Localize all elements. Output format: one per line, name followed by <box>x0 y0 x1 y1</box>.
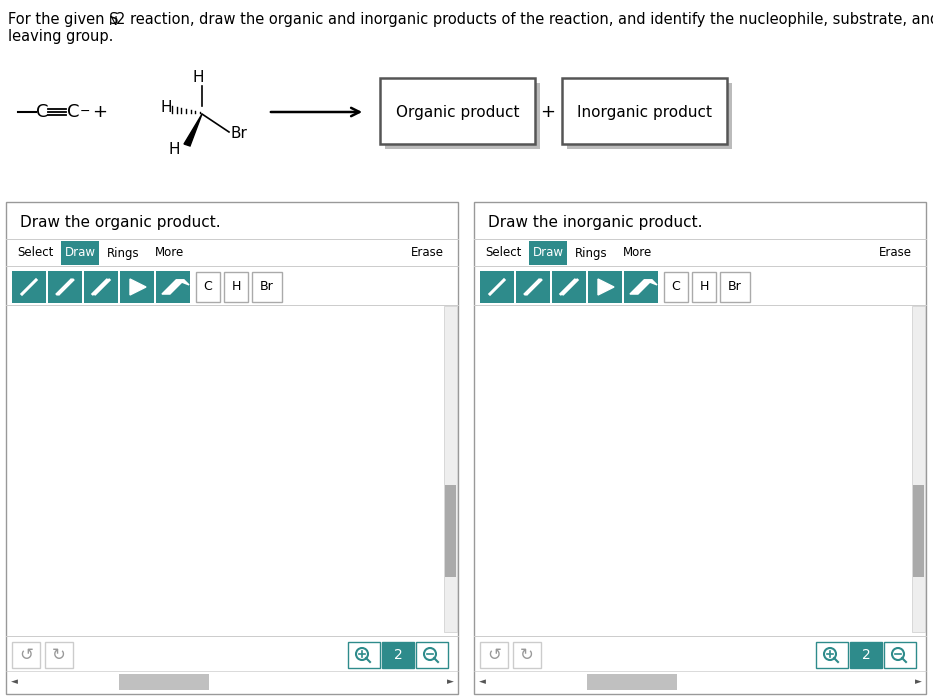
Bar <box>380 78 535 144</box>
Bar <box>156 271 190 303</box>
Text: More: More <box>623 247 652 259</box>
Bar <box>416 642 448 668</box>
Text: ↺: ↺ <box>487 646 501 664</box>
Bar <box>84 271 118 303</box>
Text: Br: Br <box>260 280 274 294</box>
Text: H: H <box>231 280 241 294</box>
Text: C: C <box>203 280 213 294</box>
Text: ►: ► <box>447 677 453 686</box>
Bar <box>120 271 154 303</box>
Text: ◄: ◄ <box>479 677 485 686</box>
Text: 2 reaction, draw the organic and inorganic products of the reaction, and identif: 2 reaction, draw the organic and inorgan… <box>116 12 933 27</box>
Text: Draw: Draw <box>533 247 564 259</box>
Text: Erase: Erase <box>879 247 912 259</box>
Text: H: H <box>192 69 203 85</box>
Text: Draw the organic product.: Draw the organic product. <box>20 215 220 229</box>
Bar <box>445 485 456 577</box>
Text: Select: Select <box>485 247 522 259</box>
Text: H: H <box>700 280 709 294</box>
Bar <box>480 271 514 303</box>
Bar <box>48 271 82 303</box>
Text: Rings: Rings <box>575 247 607 259</box>
Bar <box>385 83 540 149</box>
Text: ►: ► <box>914 677 922 686</box>
Text: Br: Br <box>728 280 742 294</box>
Bar <box>513 642 541 668</box>
Text: Draw the inorganic product.: Draw the inorganic product. <box>488 215 703 229</box>
Text: For the given S: For the given S <box>8 12 118 27</box>
Bar <box>12 271 46 303</box>
Bar <box>348 642 380 668</box>
Bar <box>692 272 716 302</box>
Text: 2: 2 <box>861 648 870 662</box>
Text: 2: 2 <box>394 648 402 662</box>
Text: Erase: Erase <box>411 247 444 259</box>
Text: N: N <box>109 15 118 28</box>
Bar <box>516 271 550 303</box>
Polygon shape <box>630 280 652 294</box>
Polygon shape <box>176 280 189 285</box>
Bar <box>816 642 848 668</box>
Text: +: + <box>92 103 107 121</box>
Bar <box>6 202 458 694</box>
Bar <box>664 272 688 302</box>
Bar <box>252 272 282 302</box>
Bar <box>474 202 926 694</box>
Bar <box>913 485 924 577</box>
Text: Rings: Rings <box>106 247 139 259</box>
Polygon shape <box>644 280 657 285</box>
Bar <box>196 272 220 302</box>
Bar <box>45 642 73 668</box>
Text: +: + <box>540 103 555 121</box>
Polygon shape <box>130 279 146 295</box>
Bar <box>562 78 727 144</box>
Bar <box>850 642 882 668</box>
Bar <box>12 642 40 668</box>
Text: H: H <box>160 101 172 115</box>
Text: C: C <box>672 280 680 294</box>
Bar <box>444 306 457 632</box>
Text: Select: Select <box>17 247 53 259</box>
Text: C: C <box>67 103 79 121</box>
Polygon shape <box>598 279 614 295</box>
Text: More: More <box>156 247 185 259</box>
Text: ◄: ◄ <box>10 677 18 686</box>
Polygon shape <box>162 280 184 294</box>
Bar <box>552 271 586 303</box>
Bar <box>480 642 508 668</box>
Text: ↻: ↻ <box>52 646 66 664</box>
Bar <box>720 272 750 302</box>
Text: Draw: Draw <box>64 247 95 259</box>
Text: H: H <box>168 143 180 157</box>
Bar <box>61 241 99 265</box>
Text: ↻: ↻ <box>520 646 534 664</box>
Text: Inorganic product: Inorganic product <box>577 104 712 120</box>
Bar <box>587 674 677 690</box>
Text: Organic product: Organic product <box>396 104 520 120</box>
Text: −: − <box>80 105 91 118</box>
Bar <box>119 674 209 690</box>
Bar <box>224 272 248 302</box>
Bar <box>529 241 567 265</box>
Bar <box>382 642 414 668</box>
Text: leaving group.: leaving group. <box>8 29 114 44</box>
Text: ↺: ↺ <box>19 646 33 664</box>
Bar <box>912 306 925 632</box>
Text: Br: Br <box>230 127 247 141</box>
Bar <box>588 271 622 303</box>
Bar <box>884 642 916 668</box>
Text: C: C <box>36 103 49 121</box>
Bar <box>624 271 658 303</box>
Polygon shape <box>184 114 202 146</box>
Bar <box>567 83 732 149</box>
